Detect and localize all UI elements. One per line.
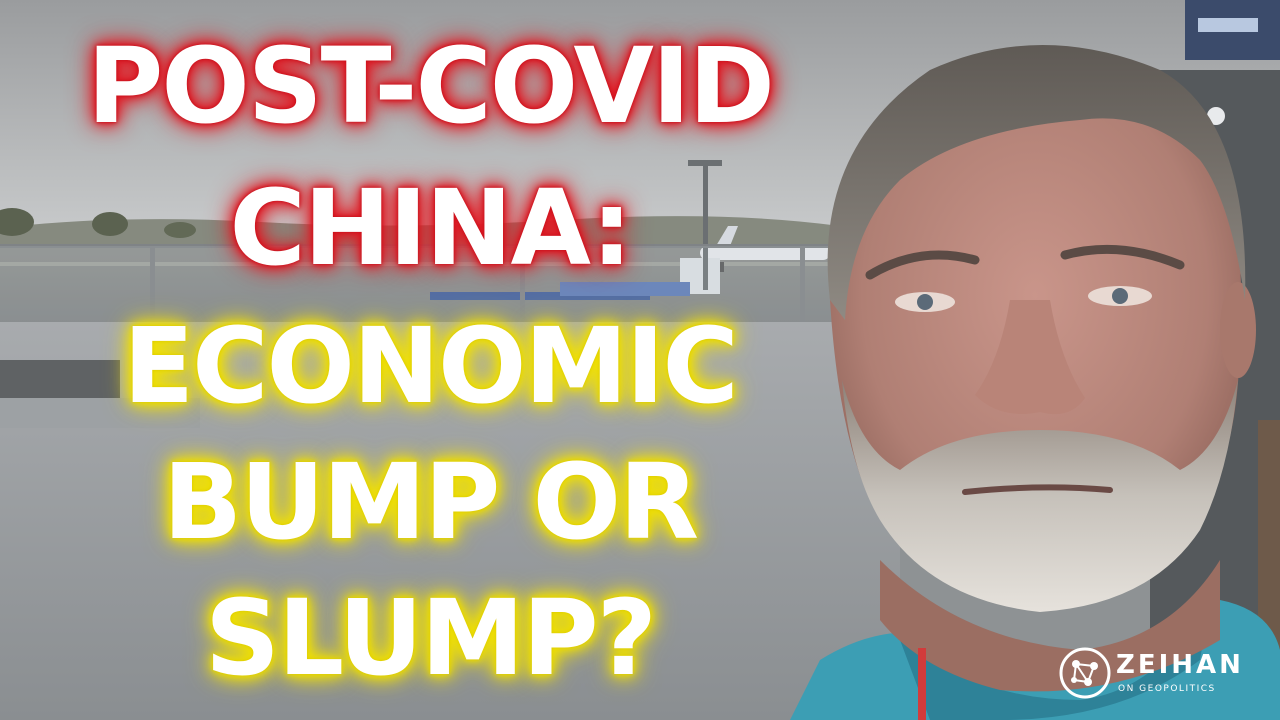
ground-vehicle-body [560, 282, 690, 296]
nose [975, 300, 1085, 415]
ground-vehicle [430, 292, 650, 300]
tree [164, 222, 196, 238]
logo-tagline: ON GEOPOLITICS [1118, 684, 1216, 694]
neck [880, 560, 1220, 692]
left-iris [917, 294, 933, 310]
roof-edge [0, 360, 120, 400]
distant-hills [0, 216, 840, 250]
roof-deck [0, 322, 900, 720]
wall-lamp [1207, 107, 1225, 125]
hair [827, 45, 1246, 320]
railing-post [800, 246, 805, 322]
roof-ledge [0, 398, 200, 428]
shirt [790, 600, 1280, 720]
mouth [962, 484, 1113, 495]
railing-post [520, 246, 525, 322]
left-eyebrow [865, 250, 980, 280]
railing-post [150, 246, 155, 322]
glass-railing [0, 246, 840, 322]
right-eyebrow [1060, 244, 1185, 270]
zeihan-logo: ZEIHAN ON GEOPOLITICS [1058, 646, 1274, 702]
lanyard [918, 648, 926, 720]
sign-panel [1198, 18, 1258, 32]
tree [0, 208, 34, 236]
railing-top [0, 244, 840, 248]
tree [92, 212, 128, 236]
network-globe-icon [1059, 647, 1111, 699]
beard [842, 380, 1238, 612]
right-iris [1112, 288, 1128, 304]
logo-wordmark: ZEIHAN [1116, 650, 1244, 680]
light-fixture [688, 160, 722, 166]
runway-line [0, 262, 840, 266]
shirt-shadow [900, 600, 1210, 720]
light-pole [703, 160, 708, 290]
ear [1220, 282, 1256, 378]
